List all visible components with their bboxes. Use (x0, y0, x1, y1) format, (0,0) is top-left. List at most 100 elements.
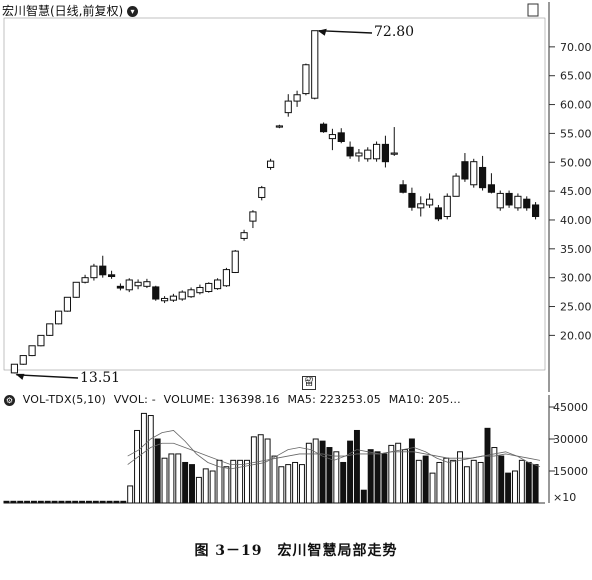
volume-bar (250, 436, 257, 504)
volume-bar (147, 415, 154, 504)
y-tick-label: 45.00 (560, 185, 592, 198)
volume-bar (278, 466, 285, 504)
volume-bar (3, 500, 10, 504)
volume-bar (512, 470, 518, 504)
volume-bar (24, 500, 31, 504)
settings-icon[interactable]: ⚙ (4, 394, 15, 406)
volume-bar (436, 461, 443, 504)
volume-bar (189, 464, 195, 504)
candle-body (505, 192, 513, 206)
volume-bar (312, 438, 319, 504)
volume-bar (175, 453, 182, 504)
candle-body (258, 187, 266, 198)
volume-bar (202, 468, 209, 504)
candle-body (143, 281, 151, 287)
volume-bar (340, 461, 347, 504)
volume-bar (388, 444, 395, 504)
y-tick-label: 35.00 (560, 243, 592, 256)
high-arrow-line (318, 29, 373, 34)
candle-body (213, 279, 222, 290)
vol-unit-label: ×10 (553, 491, 576, 504)
volume-bar (264, 438, 271, 504)
volume-bar (360, 489, 367, 504)
vol-tick-label: 15000 (553, 465, 588, 478)
volume-bar (244, 459, 250, 504)
y-tick-label: 40.00 (560, 214, 592, 227)
volume-bar (182, 461, 189, 504)
volume-bar (450, 459, 457, 504)
vol-tick-label: 30000 (553, 433, 588, 446)
y-tick-label: 55.00 (560, 127, 592, 140)
annotation-low: 13.51 (80, 370, 121, 386)
volume-bar (415, 459, 422, 504)
volume-bar (298, 464, 305, 504)
y-tick-label: 70.00 (560, 41, 592, 54)
candle-body (523, 198, 531, 209)
vol-volume: VOLUME: 136398.16 (163, 393, 280, 406)
candle-body (496, 192, 504, 209)
candle-body (46, 323, 54, 336)
candle-body (160, 297, 169, 302)
volume-bar (505, 472, 512, 504)
low-arrow-head (15, 373, 25, 380)
volume-bar (58, 500, 65, 504)
candle-body (390, 152, 398, 155)
volume-bar (237, 459, 244, 504)
volume-bar (30, 500, 37, 504)
volume-bar (477, 461, 484, 504)
volume-bar (305, 442, 312, 504)
volume-bar (161, 457, 168, 504)
volume-bar (44, 500, 51, 504)
plot-frame (3, 17, 546, 371)
volume-bar (51, 500, 58, 504)
volume-bar (319, 440, 326, 504)
vol-ma5: MA5: 223253.05 (287, 393, 381, 406)
candle-body (417, 203, 425, 209)
volume-bar (443, 457, 450, 504)
candle-body (205, 282, 213, 293)
volume-bar (271, 455, 278, 504)
candle-body (28, 345, 36, 357)
candle-body (249, 211, 257, 222)
candle-body (284, 100, 292, 114)
candle-body (531, 204, 540, 218)
volume-bar (65, 500, 72, 504)
candle-body (293, 94, 301, 102)
chevron-down-icon[interactable]: ▾ (127, 6, 139, 17)
candle-body (311, 30, 319, 99)
chart-title-text: 宏川智慧(日线,前复权) (2, 4, 124, 18)
candle-body (19, 355, 27, 365)
vol-tick-label: 45000 (553, 401, 588, 414)
candle-body (434, 207, 443, 220)
volume-bar (491, 447, 498, 504)
candle-body (487, 184, 496, 193)
candle-body (134, 281, 142, 287)
volume-bar (402, 449, 409, 504)
volume-bar (285, 464, 292, 504)
vol-ma10: MA10: 205... (388, 393, 461, 406)
volume-bar (532, 464, 539, 504)
candle-body (372, 143, 381, 160)
crosshair-icon[interactable]: 留 (302, 376, 316, 390)
candle-body (443, 195, 451, 218)
volume-bar (353, 429, 360, 504)
volume-bar (367, 449, 374, 504)
window-button (527, 3, 539, 17)
volume-bar (257, 434, 264, 504)
volume-bar (134, 429, 141, 504)
candle-body (72, 281, 80, 298)
volume-legend: ⚙ VOL-TDX(5,10) VVOL: - VOLUME: 136398.1… (4, 393, 465, 406)
candle-body (187, 289, 195, 298)
volume-bar (168, 453, 175, 504)
volume-bar (395, 442, 402, 504)
candle-body (81, 277, 89, 283)
candle-body (364, 149, 372, 160)
chart-title[interactable]: 宏川智慧(日线,前复权) ▾ (2, 2, 139, 19)
volume-bar (17, 500, 24, 504)
volume-bar (518, 459, 525, 504)
candle-body (461, 161, 469, 180)
annotation-high: 72.80 (374, 24, 415, 40)
candle-body (10, 363, 19, 374)
candle-body (196, 286, 204, 294)
candle-body (328, 134, 337, 140)
